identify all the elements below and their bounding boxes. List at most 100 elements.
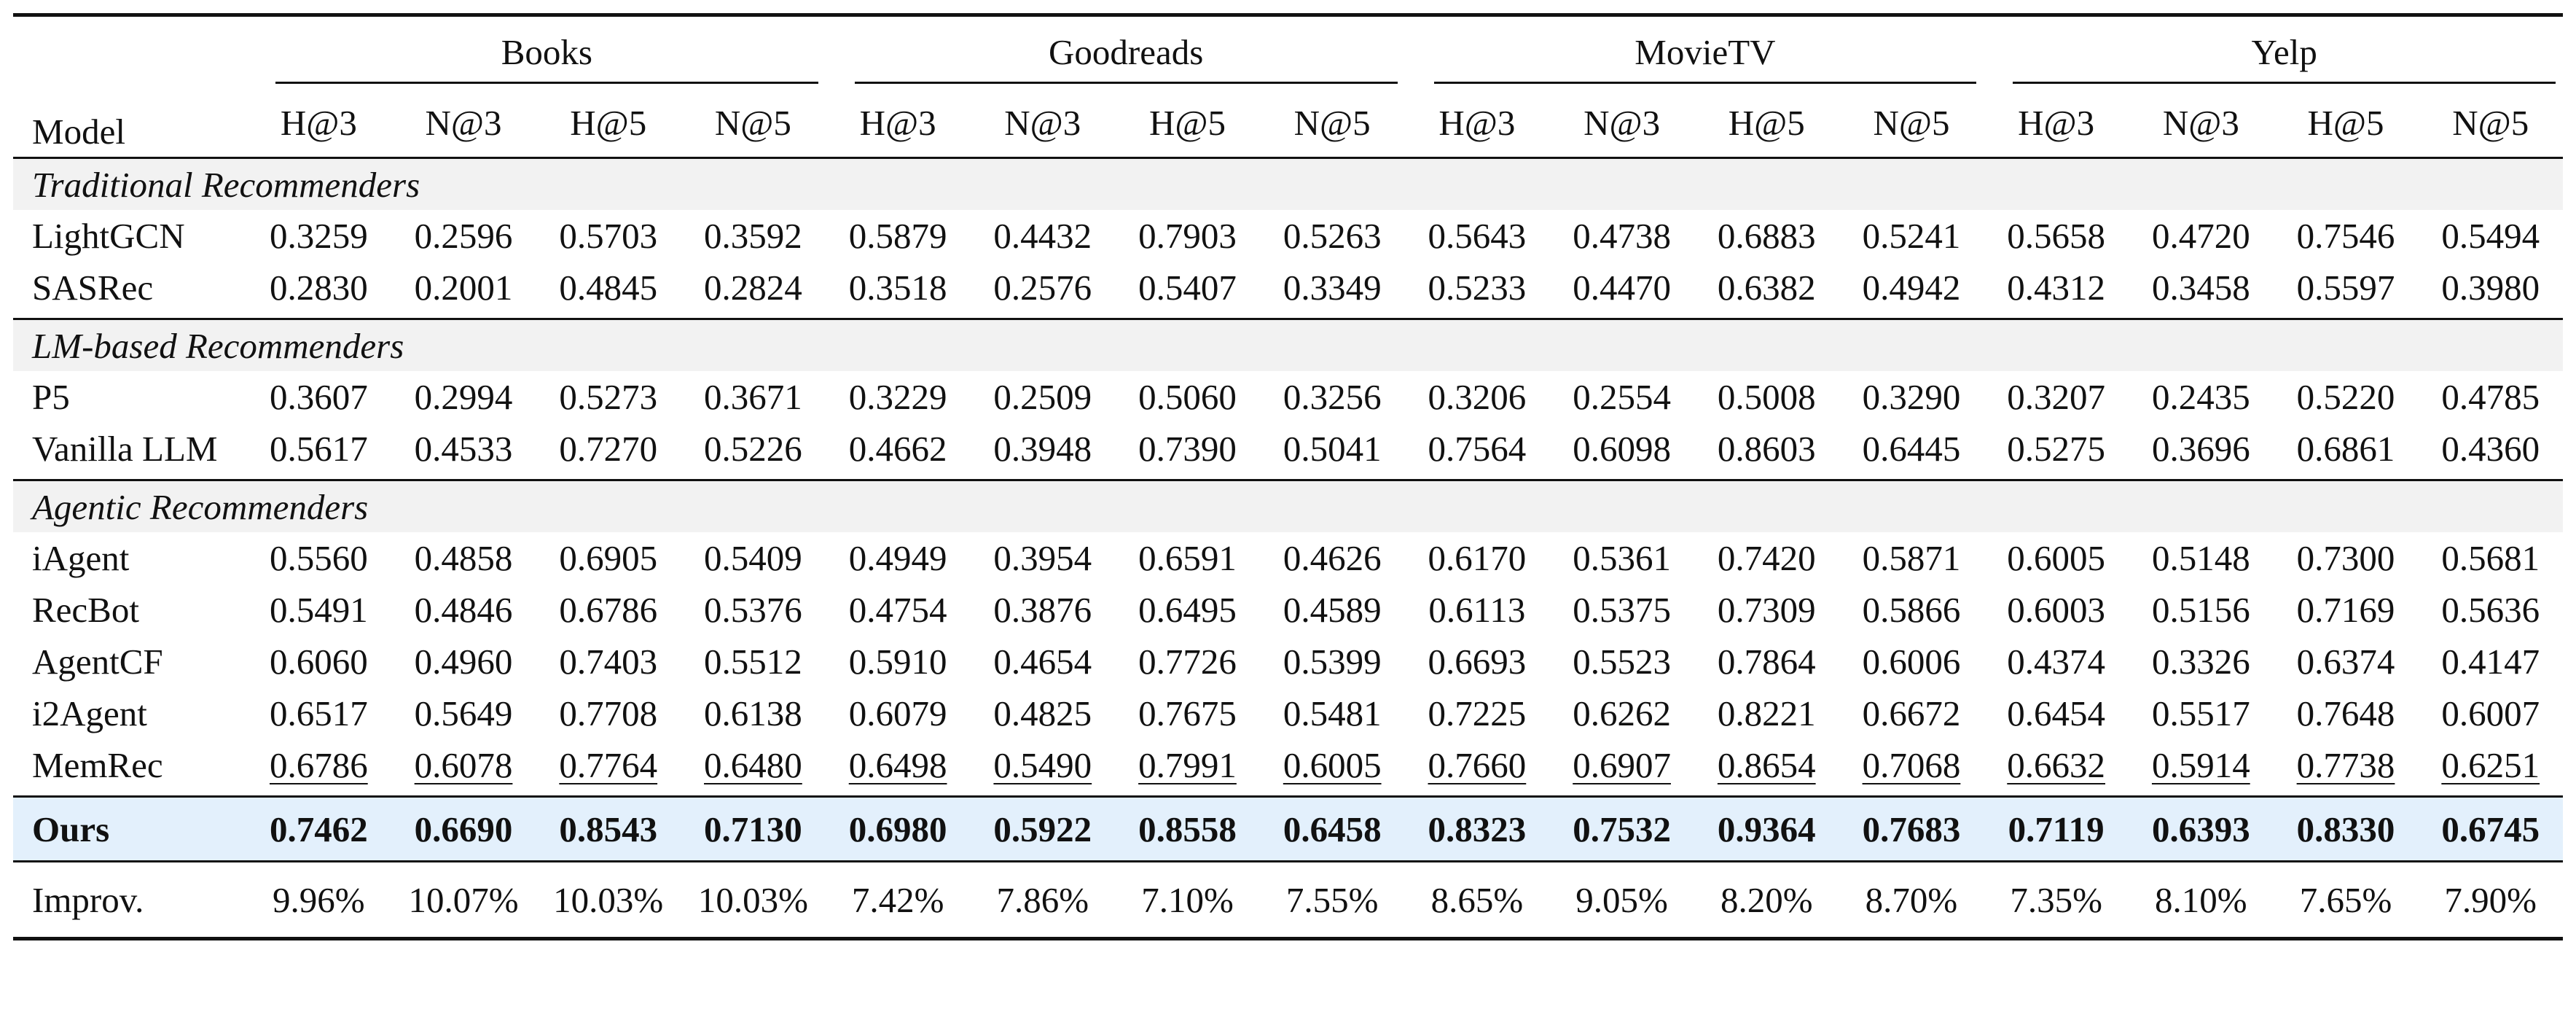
best-value-cell: 0.6458 bbox=[1259, 796, 1405, 862]
section-header-row: Traditional Recommenders bbox=[13, 157, 2564, 210]
improvement-value-cell: 7.65% bbox=[2299, 879, 2392, 920]
metric-value-cell: 0.6374 bbox=[2296, 642, 2395, 682]
metric-value-cell: 0.4374 bbox=[2007, 642, 2106, 682]
metric-value-cell: 0.4738 bbox=[1573, 216, 1671, 256]
metric-value-cell: 0.6454 bbox=[2007, 693, 2106, 733]
improvement-value-cell: 7.90% bbox=[2444, 879, 2537, 920]
section-header-row: Agentic Recommenders bbox=[13, 479, 2564, 532]
metric-value-cell: 0.2824 bbox=[704, 268, 802, 308]
metric-value-cell: 0.6079 bbox=[848, 693, 947, 733]
improvement-value-cell: 7.42% bbox=[851, 879, 944, 920]
metric-value-cell: 0.7068 bbox=[1839, 739, 1984, 797]
table-row: LightGCN 0.3259 0.2596 0.5703 0.3592 0.5879 0.… bbox=[13, 210, 2563, 262]
model-name-cell: i2Agent bbox=[32, 693, 147, 733]
metric-value-cell: 0.7309 bbox=[1717, 590, 1816, 630]
dataset-header-cell: MovieTV bbox=[1405, 15, 1984, 89]
metric-value-cell: 0.5220 bbox=[2296, 377, 2395, 417]
metric-value-cell: 0.6005 bbox=[1260, 739, 1405, 797]
metric-value-cell: 0.5517 bbox=[2151, 693, 2250, 733]
metric-value-cell: 0.2596 bbox=[414, 216, 513, 256]
metric-value-cell: 0.6517 bbox=[269, 693, 368, 733]
model-name-cell: Ours bbox=[13, 796, 246, 862]
metric-value-cell: 0.3206 bbox=[1428, 377, 1527, 417]
second-best-value: 0.6498 bbox=[848, 745, 947, 785]
improvement-value-cell: 9.05% bbox=[1575, 879, 1668, 920]
table-row: iAgent 0.5560 0.4858 0.6905 0.5409 0.4949 0.39… bbox=[13, 532, 2563, 584]
results-table: Model Books Goodreads MovieTV Yelp H@3 N@3 H@5 N… bbox=[13, 13, 2564, 940]
improvement-value-cell: 9.96% bbox=[273, 879, 365, 920]
metric-header-cell: H@5 bbox=[1728, 102, 1805, 143]
table-row: i2Agent 0.6517 0.5649 0.7708 0.6138 0.6079 0.4… bbox=[13, 688, 2563, 739]
improvement-value-cell: 10.03% bbox=[553, 879, 664, 920]
metric-value-cell: 0.3290 bbox=[1862, 377, 1961, 417]
best-value-cell: 0.6393 bbox=[2128, 796, 2274, 862]
metric-header-cell: H@3 bbox=[1438, 102, 1516, 143]
metric-value-cell: 0.3607 bbox=[269, 377, 368, 417]
metric-value-cell: 0.4360 bbox=[2441, 429, 2540, 469]
metric-value-cell: 0.7675 bbox=[1138, 693, 1237, 733]
metric-value-cell: 0.6078 bbox=[391, 739, 536, 797]
metric-value-cell: 0.6672 bbox=[1862, 693, 1961, 733]
second-best-value: 0.7738 bbox=[2296, 745, 2395, 785]
second-best-value: 0.6480 bbox=[704, 745, 802, 785]
metric-header-cell: N@3 bbox=[2162, 102, 2239, 143]
metric-value-cell: 0.4626 bbox=[1283, 538, 1382, 578]
metric-value-cell: 0.6005 bbox=[2007, 538, 2106, 578]
metric-value-cell: 0.5617 bbox=[269, 429, 368, 469]
metric-value-cell: 0.2994 bbox=[414, 377, 513, 417]
metric-header-cell: N@5 bbox=[1873, 102, 1950, 143]
metric-value-cell: 0.4960 bbox=[414, 642, 513, 682]
metric-value-cell: 0.6007 bbox=[2441, 693, 2540, 733]
metric-value-cell: 0.5866 bbox=[1862, 590, 1961, 630]
metric-value-cell: 0.7300 bbox=[2296, 538, 2395, 578]
metric-value-cell: 0.5275 bbox=[2007, 429, 2106, 469]
metric-value-cell: 0.6786 bbox=[559, 590, 658, 630]
metric-value-cell: 0.2830 bbox=[269, 268, 368, 308]
best-value-cell: 0.8558 bbox=[1115, 796, 1260, 862]
dataset-name: Books bbox=[275, 31, 818, 84]
metric-value-cell: 0.7390 bbox=[1138, 429, 1237, 469]
model-name-cell: LightGCN bbox=[32, 216, 185, 256]
metric-value-cell: 0.6445 bbox=[1862, 429, 1961, 469]
metric-value-cell: 0.5649 bbox=[414, 693, 513, 733]
table-header: Model Books Goodreads MovieTV Yelp H@3 N@3 H@5 N… bbox=[13, 15, 2564, 158]
metric-value-cell: 0.4533 bbox=[414, 429, 513, 469]
table-row: MemRec 0.6786 0.6078 0.7764 0.6480 0.6498 0.54… bbox=[13, 739, 2563, 797]
metric-value-cell: 0.2576 bbox=[993, 268, 1092, 308]
metric-value-cell: 0.7991 bbox=[1115, 739, 1260, 797]
best-value-cell: 0.7462 bbox=[246, 796, 391, 862]
metric-value-cell: 0.3349 bbox=[1283, 268, 1382, 308]
metric-value-cell: 0.5060 bbox=[1138, 377, 1237, 417]
metric-value-cell: 0.5376 bbox=[704, 590, 802, 630]
metric-value-cell: 0.7864 bbox=[1717, 642, 1816, 682]
metric-value-cell: 0.5914 bbox=[2129, 739, 2274, 797]
metric-value-cell: 0.7420 bbox=[1717, 538, 1816, 578]
metric-value-cell: 0.4858 bbox=[414, 538, 513, 578]
dataset-name: MovieTV bbox=[1433, 31, 1977, 84]
metric-value-cell: 0.7648 bbox=[2296, 693, 2395, 733]
metric-value-cell: 0.5226 bbox=[704, 429, 802, 469]
metric-value-cell: 0.5008 bbox=[1717, 377, 1816, 417]
metric-value-cell: 0.6098 bbox=[1573, 429, 1671, 469]
metric-value-cell: 0.5399 bbox=[1283, 642, 1382, 682]
improvement-value-cell: 10.07% bbox=[408, 879, 519, 920]
metric-value-cell: 0.7403 bbox=[559, 642, 658, 682]
table-row: P5 0.3607 0.2994 0.5273 0.3671 0.3229 0.2509 0.… bbox=[13, 371, 2563, 423]
metric-value-cell: 0.6251 bbox=[2418, 739, 2563, 797]
metric-value-cell: 0.4785 bbox=[2441, 377, 2540, 417]
metric-value-cell: 0.6632 bbox=[1984, 739, 2129, 797]
metric-value-cell: 0.7764 bbox=[536, 739, 681, 797]
metric-value-cell: 0.5233 bbox=[1428, 268, 1527, 308]
metric-value-cell: 0.6060 bbox=[269, 642, 368, 682]
metric-value-cell: 0.5494 bbox=[2441, 216, 2540, 256]
model-name-cell: Vanilla LLM bbox=[32, 429, 218, 469]
metric-value-cell: 0.4662 bbox=[848, 429, 947, 469]
model-column-header: Model bbox=[32, 112, 125, 152]
second-best-value: 0.7764 bbox=[559, 745, 658, 785]
metric-value-cell: 0.7169 bbox=[2296, 590, 2395, 630]
metric-value-cell: 0.3207 bbox=[2007, 377, 2106, 417]
best-value-cell: 0.7130 bbox=[681, 796, 826, 862]
metric-value-cell: 0.6480 bbox=[681, 739, 826, 797]
metric-value-cell: 0.5491 bbox=[269, 590, 368, 630]
metric-value-cell: 0.4720 bbox=[2151, 216, 2250, 256]
